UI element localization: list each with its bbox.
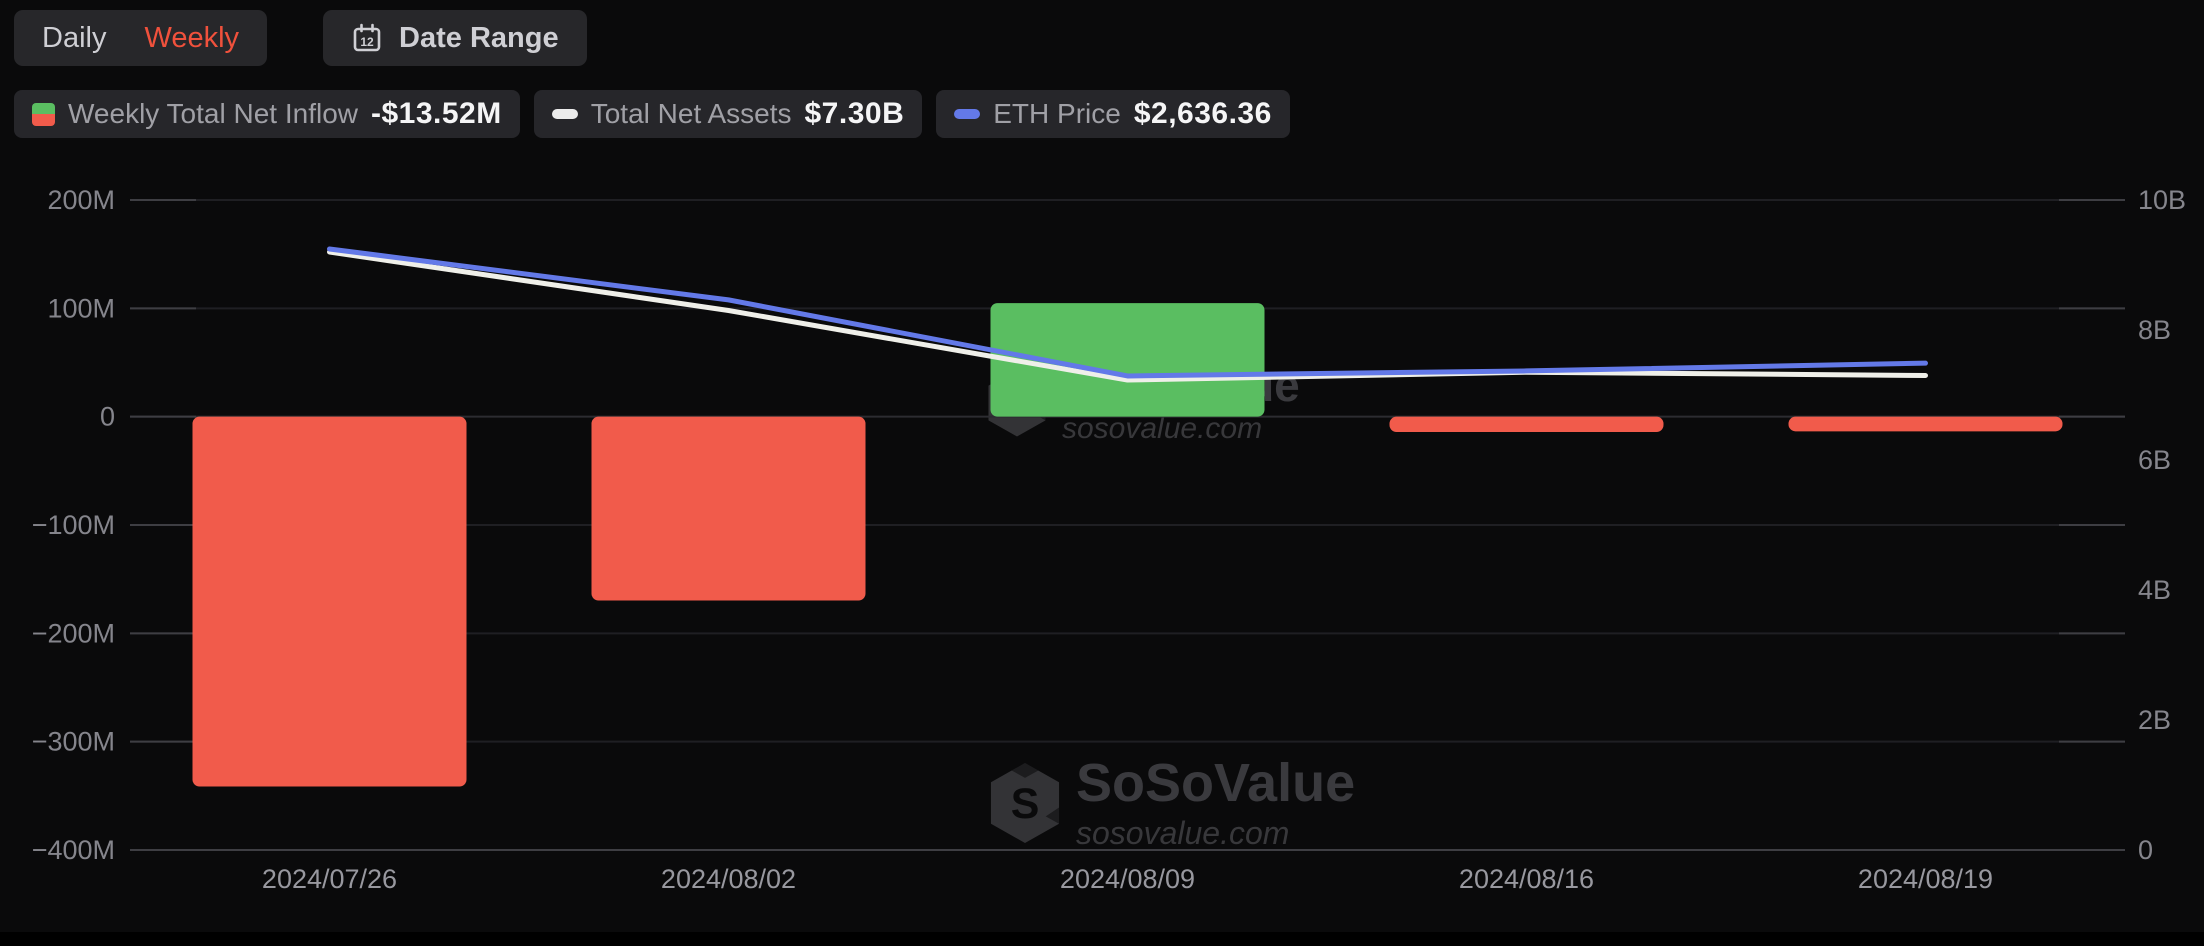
- left-axis-tick-label: 200M: [47, 185, 115, 215]
- eth-line-icon: [954, 109, 981, 119]
- inflow-bar[interactable]: [591, 416, 866, 601]
- left-axis-tick-label: 100M: [47, 293, 115, 323]
- right-axis-tick-label: 10B: [2138, 185, 2186, 215]
- right-axis-tick-label: 4B: [2138, 575, 2171, 605]
- inflow-bar[interactable]: [1389, 416, 1664, 433]
- eth-value: $2,636.36: [1133, 97, 1272, 130]
- right-axis-tick-label: 0: [2138, 835, 2153, 865]
- left-axis-labels: 200M 100M 0 −100M −200M −300M −400M: [32, 185, 115, 865]
- inflow-bar-icon: [32, 102, 55, 126]
- right-axis-tick-label: 8B: [2138, 315, 2171, 345]
- left-axis-tick-label: 0: [100, 402, 115, 432]
- right-axis-labels: 10B 8B 6B 4B 2B 0: [2138, 185, 2186, 865]
- right-axis-tick-label: 2B: [2138, 705, 2171, 735]
- chart-legend: Weekly Total Net Inflow -$13.52M Total N…: [14, 90, 1290, 138]
- inflow-value: -$13.52M: [370, 97, 502, 130]
- inflow-label: Weekly Total Net Inflow: [68, 98, 358, 129]
- x-axis-date-label: 2024/08/19: [1858, 864, 1993, 894]
- date-range-label: Date Range: [399, 21, 559, 54]
- legend-item-net-assets[interactable]: Total Net Assets $7.30B: [533, 90, 923, 138]
- inflow-bar[interactable]: [1788, 416, 2063, 432]
- frequency-toggle: Daily Weekly: [14, 10, 268, 66]
- bottom-divider: [0, 932, 2204, 946]
- x-axis-labels: 2024/07/26 2024/08/02 2024/08/09 2024/08/16…: [262, 864, 1993, 894]
- right-axis-tick-label: 6B: [2138, 445, 2171, 475]
- date-range-button[interactable]: 12 Date Range: [323, 10, 587, 66]
- x-axis-date-label: 2024/07/26: [262, 864, 397, 894]
- eth-price-line: [327, 246, 1928, 379]
- eth-label: ETH Price: [993, 98, 1121, 129]
- left-axis-tick-label: −400M: [32, 835, 115, 865]
- inflow-bar[interactable]: [192, 416, 467, 787]
- assets-value: $7.30B: [804, 97, 905, 130]
- net-assets-line: [327, 249, 1928, 383]
- x-axis-date-label: 2024/08/16: [1459, 864, 1594, 894]
- toolbar: Daily Weekly 12 Date Range: [14, 10, 587, 66]
- svg-text:12: 12: [360, 35, 374, 49]
- left-axis-tick-label: −300M: [32, 727, 115, 757]
- left-axis-tick-label: −100M: [32, 510, 115, 540]
- assets-line-icon: [551, 109, 578, 119]
- x-axis-date-label: 2024/08/02: [661, 864, 796, 894]
- x-axis-date-label: 2024/08/09: [1060, 864, 1195, 894]
- left-axis-tick-label: −200M: [32, 618, 115, 648]
- assets-label: Total Net Assets: [590, 98, 792, 129]
- legend-item-net-inflow[interactable]: Weekly Total Net Inflow -$13.52M: [14, 90, 520, 138]
- inflow-bars: [192, 303, 2063, 787]
- legend-item-eth-price[interactable]: ETH Price $2,636.36: [936, 90, 1290, 138]
- inflow-bar[interactable]: [990, 303, 1265, 417]
- calendar-icon: 12: [353, 23, 381, 52]
- weekly-toggle[interactable]: Weekly: [144, 21, 240, 54]
- daily-toggle[interactable]: Daily: [42, 21, 107, 54]
